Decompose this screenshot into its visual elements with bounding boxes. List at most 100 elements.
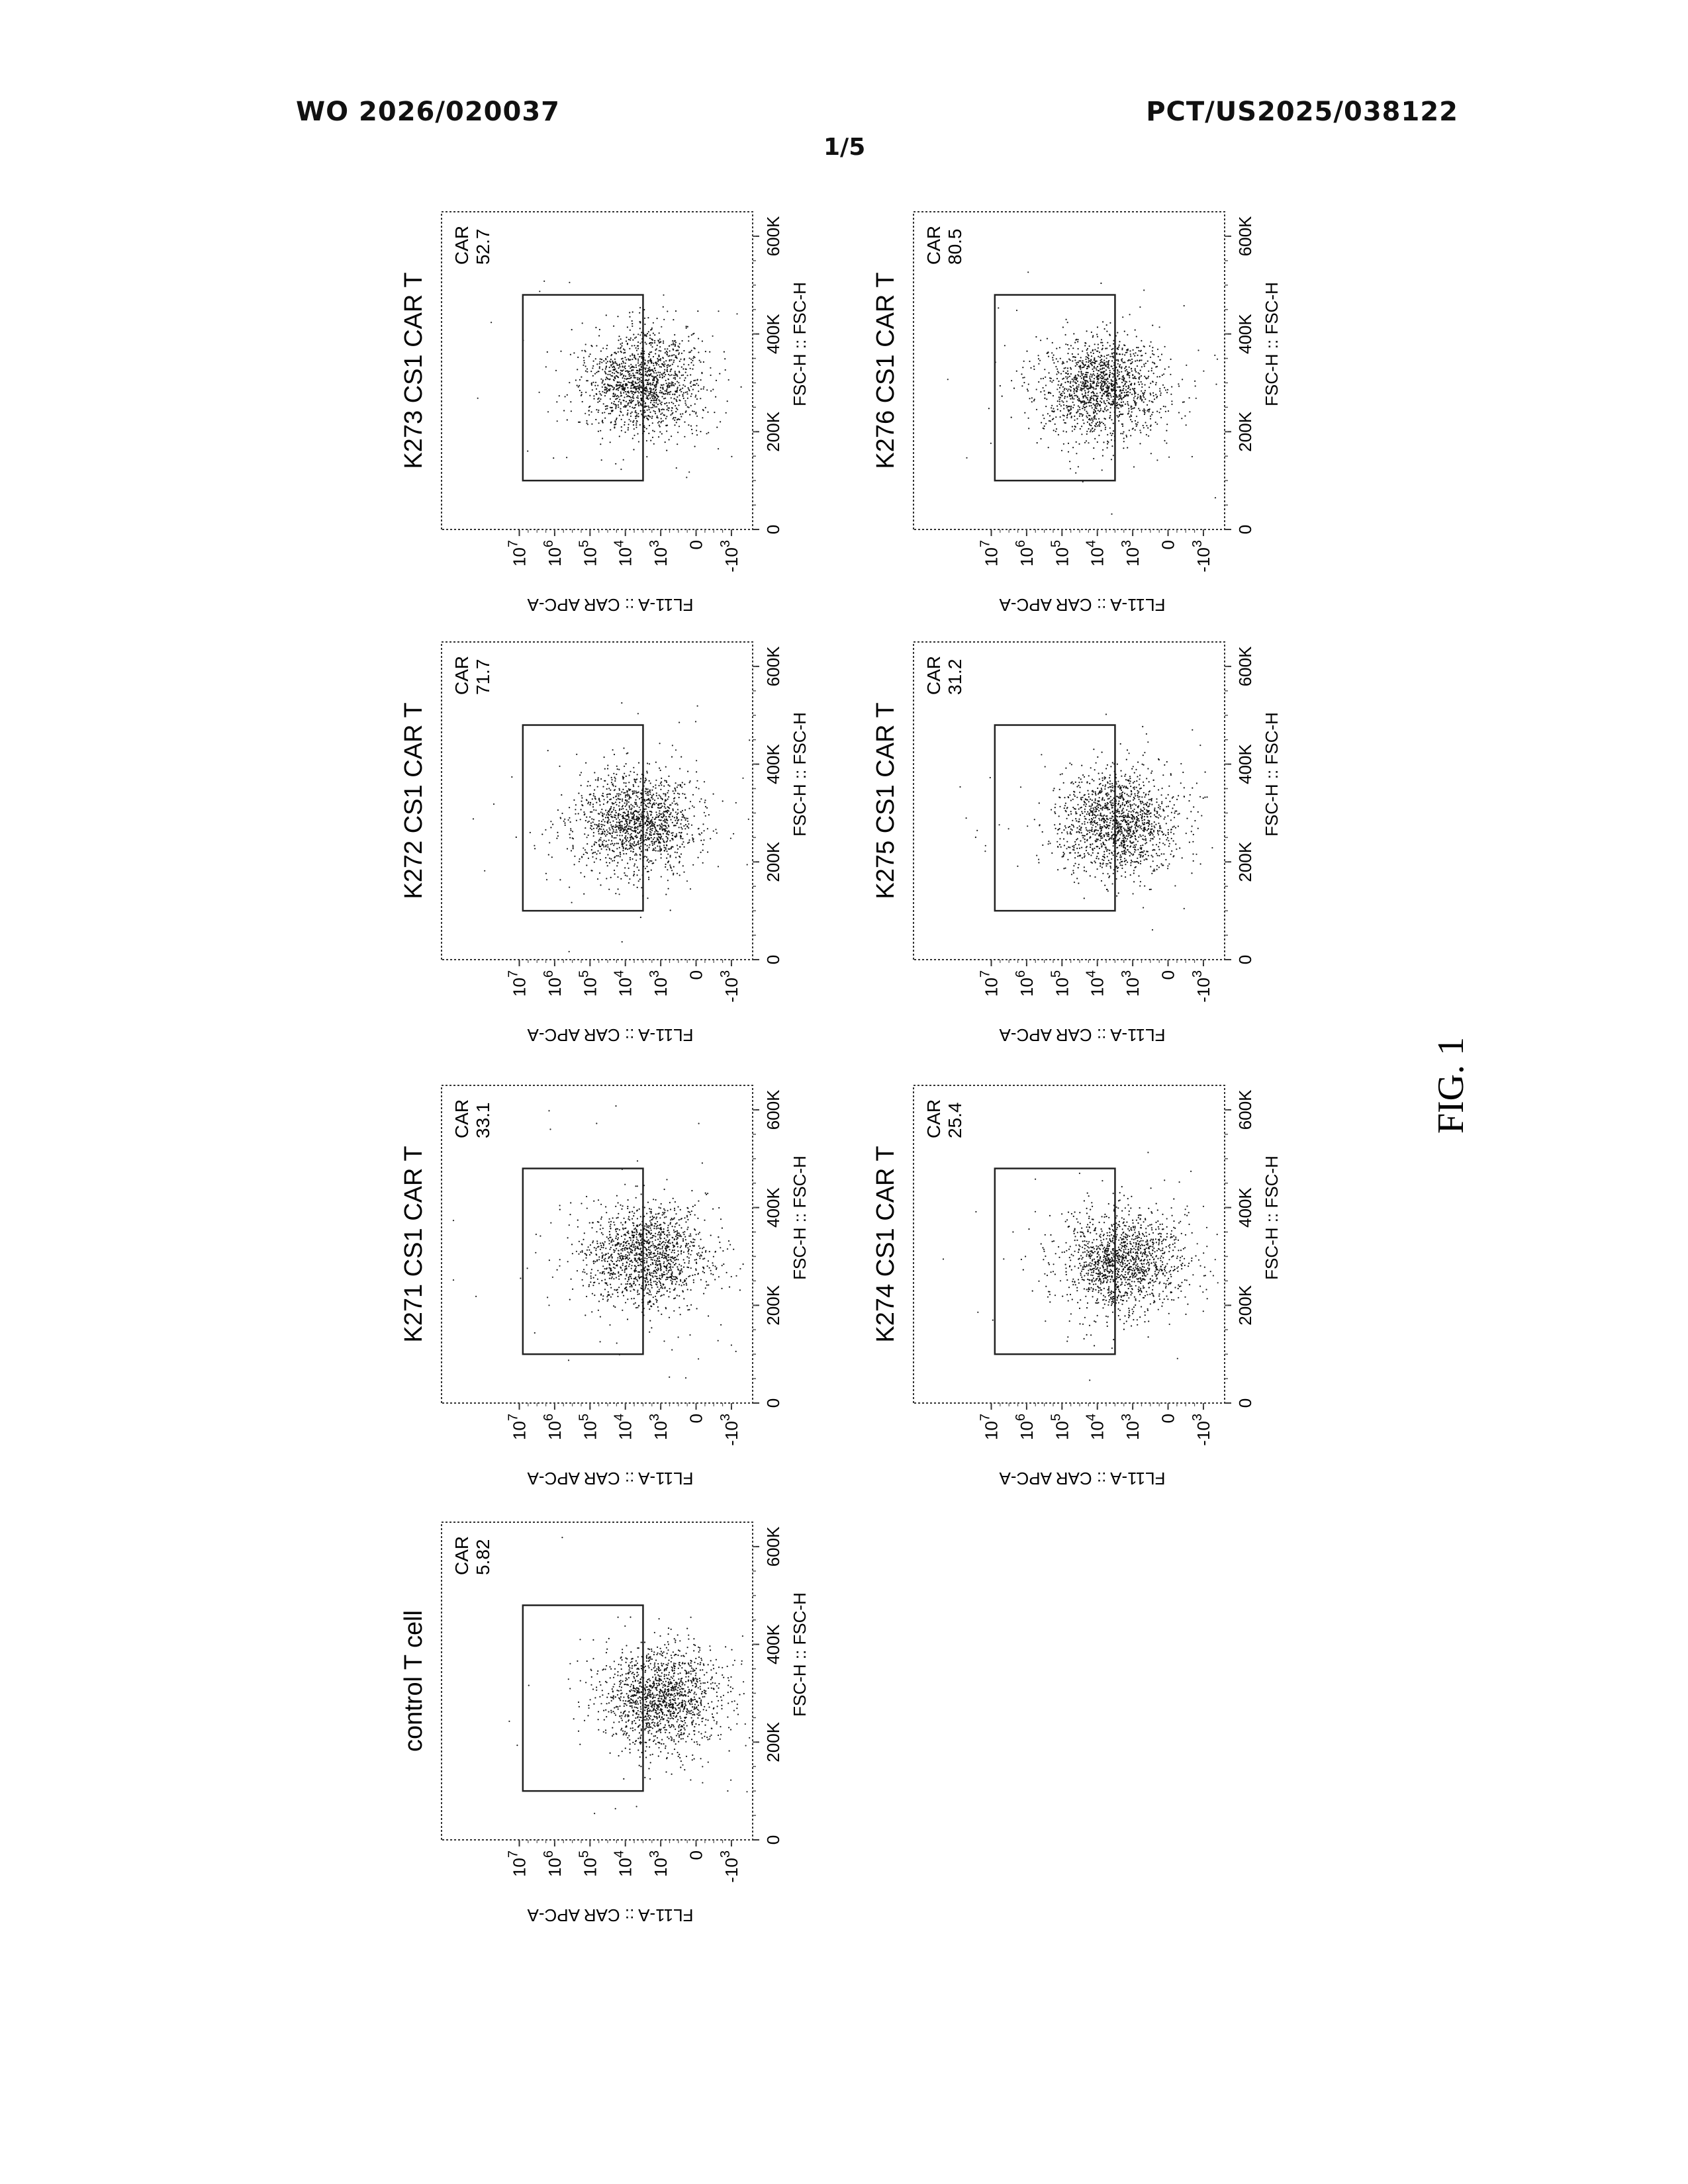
event-dot (657, 816, 659, 818)
event-dot (643, 1259, 645, 1261)
event-dot (609, 794, 611, 796)
event-dot (677, 820, 679, 822)
event-dot (663, 1718, 665, 1720)
event-dot (692, 839, 694, 841)
event-dot (619, 827, 621, 829)
event-dot (656, 1299, 658, 1301)
event-dot (611, 1256, 613, 1258)
event-dot (603, 1273, 606, 1275)
gate-name: CAR (451, 226, 472, 265)
event-dot (630, 1686, 632, 1688)
event-dot (723, 351, 725, 353)
event-dot (674, 424, 676, 426)
event-dot (669, 1269, 671, 1271)
event-dot (688, 1702, 690, 1704)
event-dot (618, 1287, 620, 1289)
event-dot-outlier (614, 1245, 616, 1247)
event-dot (628, 782, 630, 784)
event-dot (644, 855, 646, 858)
event-dot (651, 1275, 653, 1277)
event-dot (617, 797, 619, 799)
event-dot (623, 792, 625, 794)
event-dot (682, 1240, 684, 1242)
event-dot (673, 1217, 675, 1219)
event-dot (640, 1682, 642, 1684)
event-dot (646, 1723, 648, 1725)
event-dot (589, 803, 591, 806)
event-dot (631, 845, 633, 847)
event-dot (675, 1653, 677, 1656)
event-dot-outlier (694, 721, 697, 723)
event-dot (667, 1641, 669, 1643)
event-dot (623, 1705, 625, 1707)
event-dot (608, 1693, 610, 1695)
event-dot (607, 1252, 609, 1254)
event-dot-outlier (720, 1733, 722, 1736)
event-dot-outlier (685, 1670, 687, 1672)
event-dot (658, 841, 660, 842)
event-dot (684, 421, 686, 423)
event-dot (663, 850, 665, 852)
event-dot (668, 365, 670, 367)
event-dot (668, 815, 670, 817)
event-dot (664, 1248, 667, 1250)
event-dot (622, 1713, 624, 1715)
event-dot (675, 1641, 677, 1643)
event-dot (610, 811, 612, 813)
event-dot (641, 350, 643, 352)
event-dot (647, 1283, 650, 1286)
event-dot (661, 1273, 663, 1275)
event-dot (702, 862, 704, 864)
event-dot (686, 1214, 688, 1216)
event-dot (586, 1254, 588, 1256)
event-dot (681, 1725, 684, 1728)
event-dot-outlier (597, 813, 599, 815)
event-dot (614, 778, 616, 780)
event-dot (569, 817, 571, 819)
event-dot (721, 1227, 723, 1229)
event-dot (618, 1255, 620, 1257)
event-dot (585, 1314, 586, 1316)
event-dot (660, 788, 662, 790)
y-tick-label: 107 (506, 970, 530, 997)
event-dot (661, 1698, 663, 1700)
event-dot (684, 819, 686, 821)
event-dot-outlier (746, 864, 748, 866)
event-dot-outlier (698, 788, 700, 790)
event-dot (534, 848, 536, 850)
event-dot (610, 1269, 612, 1271)
event-dot (673, 874, 675, 876)
event-dot (620, 831, 622, 833)
event-dot-outlier (695, 1268, 697, 1270)
event-dot (690, 1210, 692, 1212)
event-dot (638, 1224, 640, 1226)
event-dot (620, 1693, 622, 1695)
event-dot (695, 1234, 697, 1236)
event-dot (626, 1732, 628, 1734)
event-dot (625, 1673, 627, 1675)
event-dot (615, 1205, 617, 1207)
event-dot (722, 1694, 725, 1696)
event-dot (647, 813, 649, 815)
event-dot (660, 813, 662, 815)
event-dot (690, 1739, 693, 1741)
event-dot (608, 848, 610, 850)
event-dot (626, 1286, 628, 1289)
event-dot (640, 1269, 642, 1271)
event-dot (633, 871, 635, 873)
event-dot (633, 842, 635, 844)
event-dot (604, 1729, 607, 1731)
event-dot (624, 765, 626, 767)
event-dot (723, 1676, 725, 1678)
event-dot-outlier (475, 1295, 477, 1297)
event-dot (630, 819, 632, 821)
event-dot (659, 1257, 661, 1259)
event-dot (634, 1700, 636, 1702)
event-dot (665, 766, 667, 768)
event-dot (664, 803, 666, 805)
event-dot (651, 1658, 653, 1661)
event-dot (685, 1283, 687, 1285)
event-dot (630, 1248, 632, 1250)
event-dot (640, 1193, 642, 1195)
event-dot (635, 852, 637, 854)
